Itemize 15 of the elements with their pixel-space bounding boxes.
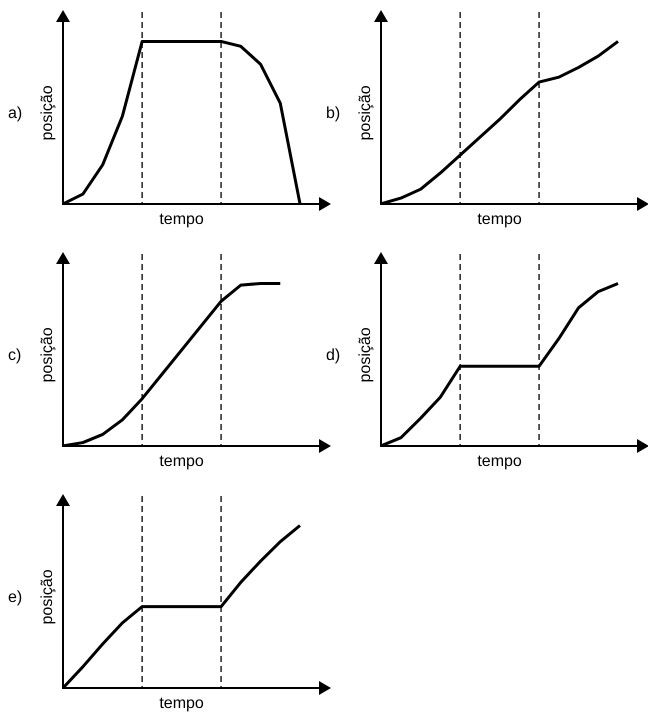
x-axis-title: tempo [159,210,204,228]
text: c) [8,346,22,364]
y-axis-title: posição [39,569,56,624]
y-axis-title: posição [39,327,56,382]
text: e) [8,588,22,606]
y-axis-title: posição [357,85,374,140]
x-axis-title: tempo [159,694,204,712]
text: a) [8,104,22,122]
text: b) [326,104,340,122]
text: d) [326,346,340,364]
x-axis-title: tempo [159,452,204,470]
y-axis-title: posição [39,85,56,140]
y-axis-title: posição [357,327,374,382]
x-axis-title: tempo [477,210,522,228]
x-axis-title: tempo [477,452,522,470]
